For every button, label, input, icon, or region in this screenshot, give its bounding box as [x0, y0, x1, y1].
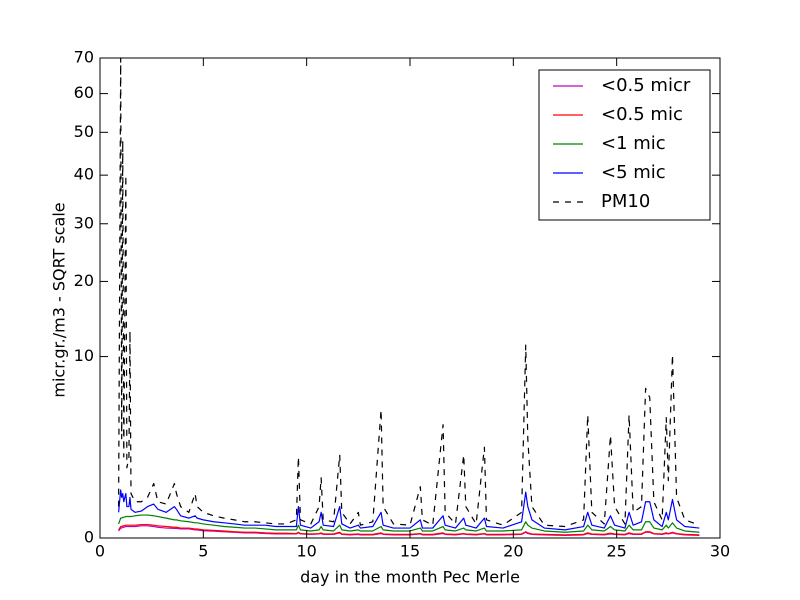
x-tick-label: 30 [710, 542, 730, 561]
x-axis-label: day in the month Pec Merle [300, 568, 520, 587]
x-tick-label: 0 [95, 542, 105, 561]
y-tick-label: 40 [74, 165, 94, 184]
legend-label: <5 mic [601, 162, 666, 183]
legend-label: <1 mic [601, 133, 666, 154]
x-tick-label: 15 [400, 542, 420, 561]
y-tick-label: 10 [74, 346, 94, 365]
line-series [118, 489, 700, 531]
x-tick-label: 5 [198, 542, 208, 561]
y-tick-label: 0 [84, 528, 94, 547]
line-series [118, 514, 700, 533]
y-tick-label: 20 [74, 271, 94, 290]
y-tick-label: 50 [74, 122, 94, 141]
y-tick-label: 60 [74, 83, 94, 102]
y-tick-label: 70 [74, 48, 94, 67]
y-tick-label: 30 [74, 213, 94, 232]
line-series [118, 57, 700, 528]
legend-label: <0.5 mic [601, 104, 683, 125]
line-series [118, 523, 700, 536]
x-tick-label: 25 [606, 542, 626, 561]
x-tick-label: 10 [296, 542, 316, 561]
x-tick-label: 20 [503, 542, 523, 561]
legend-label: <0.5 micr [601, 75, 691, 96]
legend-label: PM10 [601, 191, 650, 212]
y-axis-label: micr.gr./m3 - SQRT scale [50, 202, 69, 397]
legend-box [538, 69, 711, 221]
